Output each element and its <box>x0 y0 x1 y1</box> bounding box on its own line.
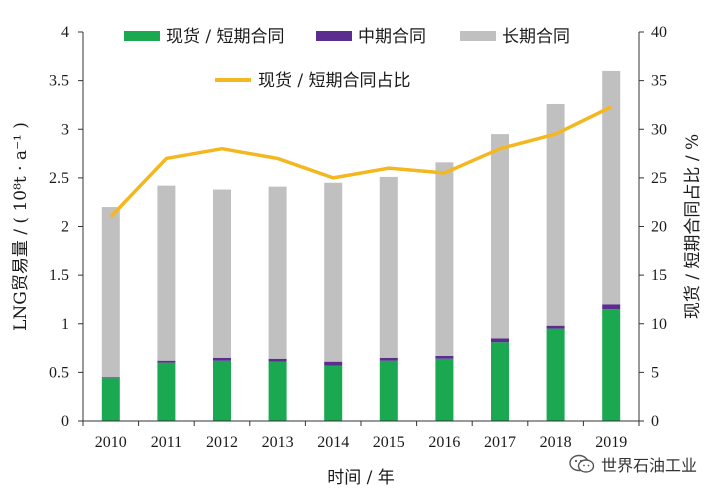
left-tick-label: 2 <box>61 219 69 236</box>
x-tick-label: 2017 <box>484 434 516 451</box>
bar-mid-2016 <box>435 355 454 359</box>
left-tick-label: 4 <box>61 24 69 41</box>
bar-long-2011 <box>157 185 176 361</box>
left-tick-label: 0 <box>61 413 69 430</box>
bar-mid-2010 <box>101 377 120 379</box>
left-tick-label: 3 <box>61 121 69 138</box>
bar-spot-2018 <box>546 328 565 421</box>
bar-spot-2010 <box>101 378 120 421</box>
watermark: 世界石油工业 <box>569 452 697 476</box>
right-axis-title: 现货 / 短期合同占比 / % <box>683 134 703 319</box>
share-line <box>109 105 612 218</box>
x-tick-label: 2013 <box>262 434 294 451</box>
right-tick-label: 10 <box>651 316 667 333</box>
bar-long-2016 <box>435 162 454 356</box>
right-tick-label: 15 <box>651 267 667 284</box>
right-tick-label: 20 <box>651 219 667 236</box>
right-tick-label: 0 <box>651 413 659 430</box>
bar-long-2019 <box>602 70 621 305</box>
bar-long-2010 <box>101 207 120 378</box>
x-tick-label: 2015 <box>373 434 405 451</box>
bar-spot-2015 <box>379 360 398 421</box>
legend-label: 现货 / 短期合同 <box>166 27 285 47</box>
x-tick-label: 2016 <box>428 434 460 451</box>
bar-spot-2017 <box>491 342 509 421</box>
line-group <box>109 105 612 218</box>
x-tick-label: 2018 <box>540 434 572 451</box>
wechat-icon <box>569 454 595 473</box>
right-tick-label: 5 <box>651 364 659 381</box>
left-axis-title: LNG贸易量 / ( 10⁸t · a⁻¹ ) <box>11 122 31 331</box>
bar-long-2013 <box>268 186 287 359</box>
bar-mid-2017 <box>491 338 509 343</box>
bar-long-2015 <box>379 176 398 358</box>
x-tick-label: 2010 <box>95 434 127 451</box>
left-tick-label: 2.5 <box>49 170 69 187</box>
bars-group <box>101 70 621 421</box>
legend-label: 长期合同 <box>502 27 570 47</box>
bar-mid-2018 <box>546 325 565 329</box>
bar-spot-2014 <box>324 365 343 421</box>
bar-long-2017 <box>491 134 509 339</box>
bar-mid-2014 <box>324 361 343 366</box>
right-tick-label: 25 <box>651 170 667 187</box>
bar-long-2018 <box>546 103 565 326</box>
left-tick-label: 3.5 <box>49 73 69 90</box>
legend-swatch <box>316 31 352 41</box>
left-tick-label: 0.5 <box>49 364 69 381</box>
left-tick-label: 1 <box>61 316 69 333</box>
watermark-text: 世界石油工业 <box>600 456 697 475</box>
legend-swatch <box>460 31 496 41</box>
x-axis-title: 时间 / 年 <box>327 468 395 488</box>
legend-label: 现货 / 短期合同占比 <box>258 71 411 91</box>
legend-swatch <box>124 31 160 41</box>
x-tick-label: 2014 <box>317 434 349 451</box>
left-tick-label: 1.5 <box>49 267 69 284</box>
bar-mid-2019 <box>602 304 621 310</box>
bar-spot-2016 <box>435 358 454 421</box>
x-tick-label: 2012 <box>206 434 238 451</box>
bar-mid-2012 <box>213 357 231 361</box>
bar-spot-2019 <box>602 309 621 421</box>
right-tick-label: 30 <box>651 121 667 138</box>
bar-spot-2013 <box>268 361 287 421</box>
bar-long-2014 <box>324 182 343 362</box>
x-tick-label: 2019 <box>595 434 627 451</box>
bar-spot-2012 <box>213 360 231 421</box>
bar-mid-2013 <box>268 358 287 362</box>
x-tick-label: 2011 <box>151 434 182 451</box>
bar-long-2012 <box>213 189 231 358</box>
legend-label: 中期合同 <box>358 27 426 47</box>
bar-spot-2011 <box>157 362 176 421</box>
right-tick-label: 35 <box>651 73 667 90</box>
bar-mid-2011 <box>157 360 176 363</box>
bar-mid-2015 <box>379 357 398 361</box>
right-tick-label: 40 <box>651 24 667 41</box>
